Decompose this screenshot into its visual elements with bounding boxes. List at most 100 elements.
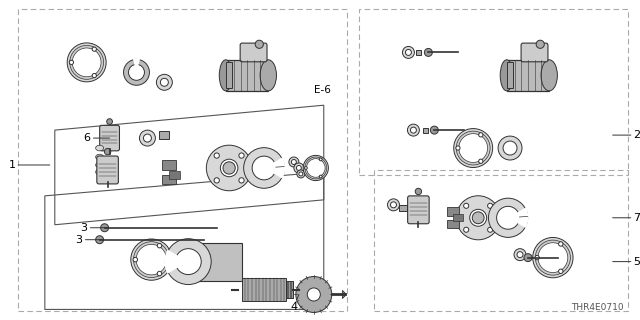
Ellipse shape — [156, 74, 172, 90]
Bar — [18, 9, 347, 311]
Ellipse shape — [95, 154, 104, 160]
Ellipse shape — [503, 141, 517, 155]
Ellipse shape — [309, 161, 323, 174]
Text: 4: 4 — [291, 294, 299, 312]
Bar — [163, 175, 177, 184]
Ellipse shape — [415, 188, 422, 195]
FancyBboxPatch shape — [240, 43, 267, 62]
Bar — [423, 128, 428, 132]
Ellipse shape — [305, 167, 307, 169]
Ellipse shape — [239, 178, 244, 183]
Ellipse shape — [206, 145, 252, 191]
Text: THR4E0710: THR4E0710 — [571, 303, 623, 312]
Ellipse shape — [69, 60, 74, 65]
Ellipse shape — [536, 40, 544, 48]
Bar — [358, 9, 628, 175]
Ellipse shape — [260, 60, 276, 91]
Ellipse shape — [299, 172, 303, 176]
FancyBboxPatch shape — [97, 156, 118, 184]
FancyBboxPatch shape — [521, 43, 548, 62]
Ellipse shape — [124, 60, 149, 85]
Ellipse shape — [559, 242, 563, 246]
Ellipse shape — [456, 196, 500, 240]
Ellipse shape — [214, 178, 220, 183]
Ellipse shape — [542, 247, 563, 268]
Ellipse shape — [220, 159, 238, 177]
Ellipse shape — [488, 227, 493, 232]
Ellipse shape — [107, 119, 113, 124]
Ellipse shape — [291, 159, 296, 164]
Ellipse shape — [459, 134, 488, 163]
Ellipse shape — [136, 244, 166, 275]
Wedge shape — [164, 250, 188, 274]
Ellipse shape — [95, 145, 104, 151]
Ellipse shape — [387, 199, 399, 211]
Ellipse shape — [498, 136, 522, 160]
Ellipse shape — [470, 209, 486, 226]
Ellipse shape — [143, 134, 152, 142]
Ellipse shape — [67, 43, 106, 82]
Ellipse shape — [535, 255, 540, 260]
Ellipse shape — [463, 227, 468, 232]
Ellipse shape — [456, 146, 460, 150]
Bar — [447, 220, 460, 228]
Text: 3: 3 — [81, 223, 108, 233]
Ellipse shape — [165, 239, 211, 284]
Ellipse shape — [214, 153, 220, 158]
Ellipse shape — [92, 74, 97, 78]
Text: 5: 5 — [612, 257, 640, 267]
Text: 7: 7 — [612, 213, 640, 223]
Bar — [399, 205, 408, 211]
Ellipse shape — [131, 239, 172, 280]
Ellipse shape — [95, 236, 104, 244]
Ellipse shape — [157, 244, 162, 248]
Ellipse shape — [77, 52, 97, 73]
Ellipse shape — [488, 198, 527, 237]
Ellipse shape — [535, 240, 570, 275]
Text: E-6: E-6 — [314, 85, 331, 95]
Ellipse shape — [175, 249, 201, 275]
Ellipse shape — [538, 243, 568, 273]
Ellipse shape — [157, 271, 162, 276]
Ellipse shape — [297, 170, 305, 178]
Ellipse shape — [95, 162, 104, 168]
Wedge shape — [133, 58, 140, 72]
Text: 6: 6 — [84, 133, 109, 143]
Ellipse shape — [403, 46, 415, 58]
Bar — [169, 171, 180, 179]
Ellipse shape — [305, 157, 327, 179]
Ellipse shape — [408, 124, 419, 136]
Ellipse shape — [140, 130, 156, 146]
Ellipse shape — [129, 64, 145, 80]
Ellipse shape — [454, 129, 493, 168]
Ellipse shape — [479, 133, 483, 137]
Ellipse shape — [303, 156, 328, 180]
Ellipse shape — [500, 60, 513, 91]
Ellipse shape — [406, 49, 412, 55]
Bar — [416, 50, 421, 55]
Ellipse shape — [223, 162, 236, 174]
Bar — [226, 62, 232, 88]
Text: 3: 3 — [76, 235, 102, 245]
Bar — [163, 159, 177, 171]
Ellipse shape — [95, 169, 104, 175]
FancyBboxPatch shape — [408, 196, 429, 224]
FancyBboxPatch shape — [100, 125, 120, 151]
Ellipse shape — [296, 165, 301, 171]
Ellipse shape — [532, 237, 573, 278]
Wedge shape — [516, 208, 529, 228]
Bar — [507, 60, 549, 91]
Ellipse shape — [410, 127, 417, 133]
Ellipse shape — [307, 288, 321, 301]
Ellipse shape — [92, 47, 97, 51]
Ellipse shape — [479, 159, 483, 164]
Ellipse shape — [424, 48, 433, 56]
Ellipse shape — [220, 60, 232, 91]
Ellipse shape — [472, 212, 484, 224]
Text: 1: 1 — [8, 160, 50, 170]
Ellipse shape — [296, 276, 332, 312]
Ellipse shape — [70, 45, 104, 79]
Bar — [285, 281, 294, 298]
Ellipse shape — [244, 148, 284, 188]
Ellipse shape — [319, 175, 322, 178]
